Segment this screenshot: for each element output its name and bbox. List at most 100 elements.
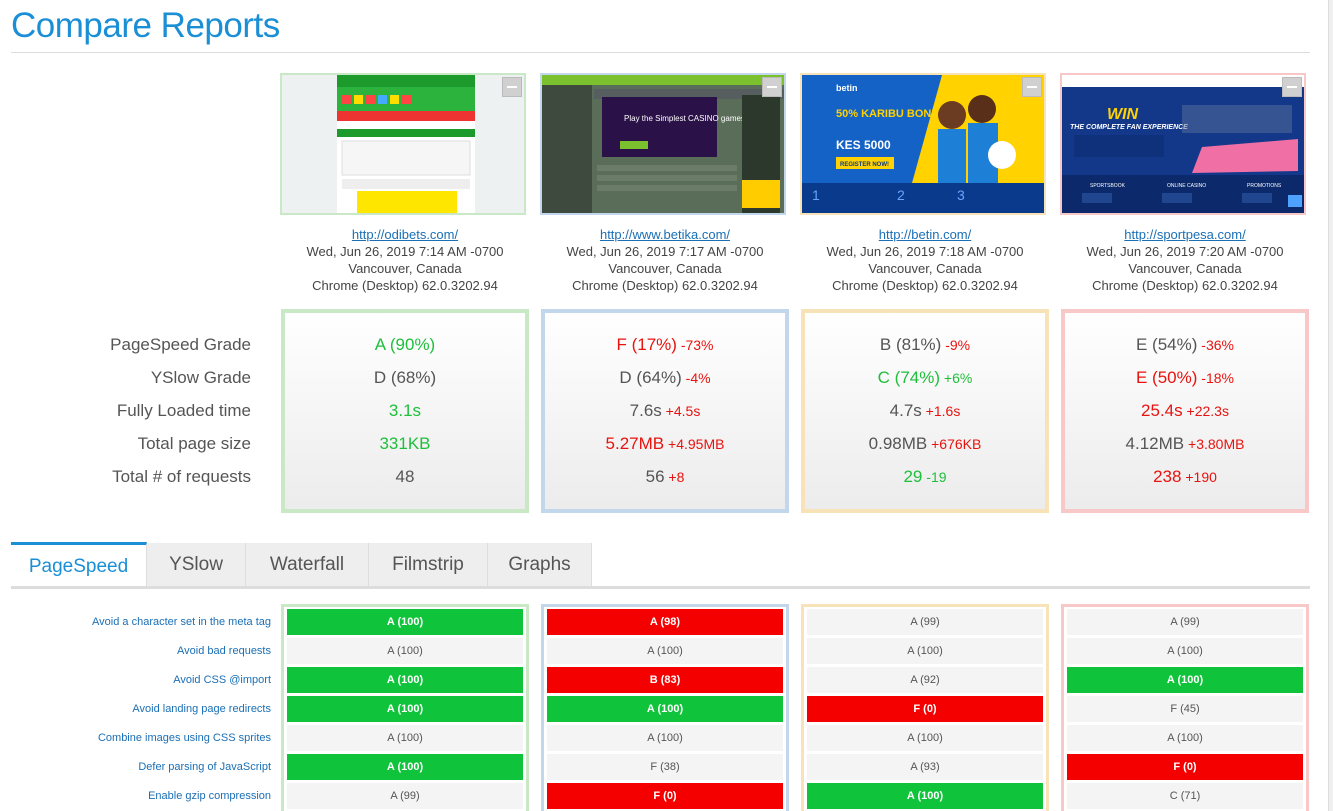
metric-labels: PageSpeed Grade YSlow Grade Fully Loaded… [40,333,251,498]
metric-score: 238 [1153,467,1182,486]
rule-grade-cell[interactable]: A (100) [544,723,786,752]
metric-delta: -9% [941,337,971,353]
site-url-link[interactable]: http://www.betika.com/ [599,227,731,242]
rule-grade-cell[interactable]: A (100) [1064,636,1306,665]
rule-label[interactable]: Defer parsing of JavaScript [138,761,271,773]
metric-score: C (74%) [877,368,941,387]
svg-text:betin: betin [836,83,858,93]
site-url-link[interactable]: http://sportpesa.com/ [1124,227,1246,242]
metric-delta: +22.3s [1182,403,1229,419]
rule-grade-cell[interactable]: B (83) [544,665,786,694]
rule-label[interactable]: Avoid bad requests [177,645,271,657]
svg-text:KES 5000: KES 5000 [836,138,891,152]
metric-value: 7.6s +4.5s [545,399,785,432]
site-url-link[interactable]: http://betin.com/ [878,227,972,242]
rule-grade-cell[interactable]: A (100) [544,694,786,723]
rule-grade: A (100) [1067,724,1303,751]
rule-label[interactable]: Avoid CSS @import [173,674,271,686]
metric-value: 48 [285,465,525,498]
metric-value: E (54%) -36% [1065,333,1305,366]
rule-grade-cell[interactable]: A (93) [804,752,1046,781]
metric-value: B (81%) -9% [805,333,1045,366]
metric-value: F (17%) -73% [545,333,785,366]
rule-label[interactable]: Enable gzip compression [148,790,271,802]
minimize-button[interactable] [1282,77,1302,97]
rule-grade-cell[interactable]: A (99) [284,781,526,810]
rule-grade-cell[interactable]: A (100) [1064,665,1306,694]
tab-pagespeed[interactable]: PageSpeed [11,542,147,588]
rule-grade-cell[interactable]: F (0) [1064,752,1306,781]
metric-score: D (64%) [619,368,682,387]
rule-grade-cell[interactable]: A (92) [804,665,1046,694]
rule-grade-cell[interactable]: A (100) [1064,723,1306,752]
metric-score: 331KB [379,434,431,453]
rule-grade-cell[interactable]: A (100) [804,636,1046,665]
rule-grade-cell[interactable]: A (100) [284,665,526,694]
svg-text:WIN: WIN [1107,106,1139,123]
rule-grade-cell[interactable]: F (0) [804,694,1046,723]
metric-score: A (90%) [374,335,436,354]
tab-graphs[interactable]: Graphs [488,543,592,586]
rule-labels: Avoid a character set in the meta tag Av… [40,608,271,811]
rule-grade-cell[interactable]: F (38) [544,752,786,781]
rule-label[interactable]: Combine images using CSS sprites [97,732,271,744]
betika-screenshot-icon: Play the Simplest CASINO games! [542,75,784,213]
rule-grade: F (45) [1067,695,1303,722]
metric-score: E (50%) [1136,368,1198,387]
svg-text:3: 3 [957,187,965,203]
test-location: Vancouver, Canada [348,261,462,276]
rule-grade-cell[interactable]: F (45) [1064,694,1306,723]
rule-grade-cell[interactable]: A (100) [284,607,526,636]
minimize-button[interactable] [762,77,782,97]
rule-grade: A (100) [807,637,1043,664]
metric-label: YSlow Grade [150,368,251,387]
score-box-3: B (81%) -9% C (74%) +6% 4.7s +1.6s 0.98MB +… [801,309,1049,513]
metric-delta: +190 [1181,469,1217,485]
rule-grade-cell[interactable]: A (99) [804,607,1046,636]
rule-label[interactable]: Avoid a character set in the meta tag [92,616,271,628]
site-url-link[interactable]: http://odibets.com/ [351,227,459,242]
svg-text:SPORTSBOOK: SPORTSBOOK [1090,183,1126,189]
minimize-button[interactable] [1022,77,1042,97]
tab-yslow[interactable]: YSlow [147,543,246,586]
rule-grade-cell[interactable]: A (100) [804,781,1046,810]
rule-grade: A (98) [547,608,783,635]
rule-grade-cell[interactable]: A (100) [544,636,786,665]
betin-screenshot-icon: betin 50% KARIBU BONUS KES 5000 REGISTER… [802,75,1044,213]
scrollbar[interactable] [1328,0,1333,811]
odibets-screenshot-icon [282,75,524,213]
metric-delta: +6% [940,370,973,386]
metric-value: 4.12MB +3.80MB [1065,432,1305,465]
rule-grade-cell[interactable]: A (100) [284,752,526,781]
rule-label[interactable]: Avoid landing page redirects [132,703,271,715]
svg-text:PROMOTIONS: PROMOTIONS [1247,183,1282,189]
metric-delta: +676KB [927,436,982,452]
rule-grade: A (100) [1067,666,1303,693]
rule-grade-cell[interactable]: C (71) [1064,781,1306,810]
svg-text:1: 1 [812,187,820,203]
tab-filmstrip[interactable]: Filmstrip [369,543,488,586]
test-browser: Chrome (Desktop) 62.0.3202.94 [1092,278,1278,293]
site-thumbnail-1[interactable] [280,73,526,215]
metric-score: F (17%) [616,335,677,354]
test-browser: Chrome (Desktop) 62.0.3202.94 [572,278,758,293]
rule-grade-cell[interactable]: A (100) [284,723,526,752]
minimize-button[interactable] [502,77,522,97]
rule-grade: A (100) [287,666,523,693]
site-thumbnail-4[interactable]: WIN THE COMPLETE FAN EXPERIENCE SPORTSBO… [1060,73,1306,215]
rule-grade: A (100) [287,695,523,722]
rule-grade-cell[interactable]: A (98) [544,607,786,636]
rule-grade-cell[interactable]: A (99) [1064,607,1306,636]
metric-delta: +8 [664,469,685,485]
rule-grade-cell[interactable]: A (100) [284,636,526,665]
rule-grade: A (100) [807,724,1043,751]
sportpesa-screenshot-icon: WIN THE COMPLETE FAN EXPERIENCE SPORTSBO… [1062,75,1304,213]
rule-grade-cell[interactable]: A (100) [804,723,1046,752]
rule-grade-cell[interactable]: F (0) [544,781,786,810]
rule-grade: A (99) [807,608,1043,635]
svg-text:50% KARIBU BONUS: 50% KARIBU BONUS [836,108,947,120]
rule-grade-cell[interactable]: A (100) [284,694,526,723]
site-thumbnail-3[interactable]: betin 50% KARIBU BONUS KES 5000 REGISTER… [800,73,1046,215]
tab-waterfall[interactable]: Waterfall [246,543,369,586]
site-thumbnail-2[interactable]: Play the Simplest CASINO games! [540,73,786,215]
